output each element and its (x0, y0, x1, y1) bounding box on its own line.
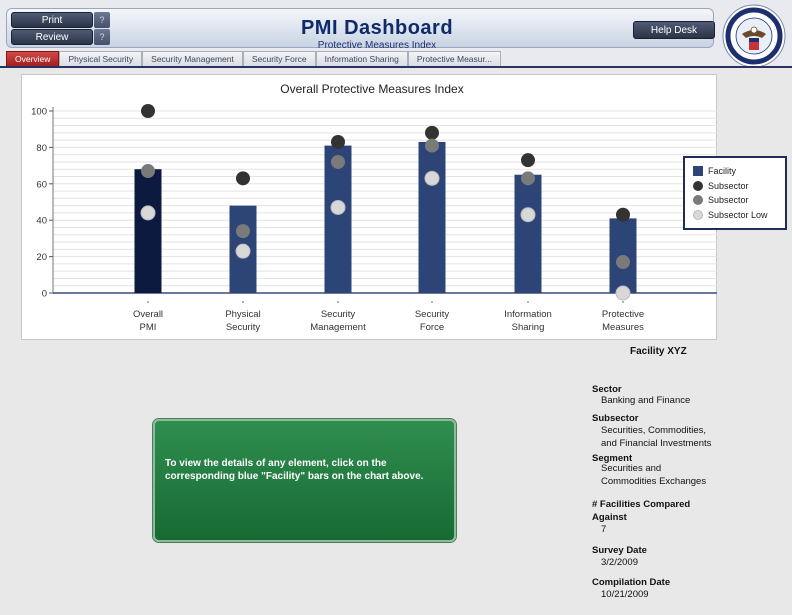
y-tick-label: 100 (31, 107, 47, 118)
segment-label: Segment (592, 453, 633, 464)
x-tick-label: Security (226, 322, 261, 333)
x-tick-label: Physical (225, 309, 260, 320)
tab-protective-measures[interactable]: Protective Measur... (407, 51, 501, 66)
subsector-swatch (693, 195, 703, 206)
facility-bar[interactable] (418, 141, 446, 293)
subsector-point (141, 164, 155, 179)
facility-bar[interactable] (134, 169, 162, 293)
review-button[interactable]: Review (11, 29, 93, 45)
subsector-low-point (235, 243, 251, 259)
subsector-low-point (424, 170, 440, 186)
legend-label: Subsector (708, 180, 749, 191)
segment-value-line2: Commodities Exchanges (601, 476, 707, 487)
subsector-high-point (236, 171, 250, 186)
x-tick-label: Information (504, 309, 552, 320)
facility-name: Facility XYZ (630, 346, 687, 357)
compared-label-line2: Against (592, 512, 627, 523)
x-tick-label: Sharing (512, 322, 545, 333)
subsector-point (331, 154, 345, 169)
x-tick-label: Force (420, 322, 444, 333)
subsector-high-point (521, 153, 535, 168)
subsector-value-line1: Securities, Commodities, (601, 425, 707, 436)
print-help-button[interactable]: ? (94, 12, 110, 28)
subsector-point (616, 255, 630, 270)
survey-date-label: Survey Date (592, 545, 647, 556)
help-desk-button[interactable]: Help Desk (633, 21, 715, 39)
dhs-seal-icon (722, 4, 786, 68)
sector-value: Banking and Finance (601, 395, 691, 406)
chart-title: Overall Protective Measures Index (280, 82, 463, 96)
compilation-date-label: Compilation Date (592, 577, 671, 588)
subsector-point (521, 171, 535, 186)
x-tick-label: Protective (602, 309, 644, 320)
legend-item-subsector-high: Subsector (693, 179, 785, 194)
segment-value-line1: Securities and (601, 463, 662, 474)
y-tick-label: 0 (42, 289, 47, 300)
print-button[interactable]: Print (11, 12, 93, 28)
compared-label-line1: # Facilities Compared (592, 499, 691, 510)
legend-label: Subsector Low (708, 209, 768, 220)
subsector-value-line2: and Financial Investments (601, 438, 712, 449)
subsector-high-swatch (693, 180, 703, 191)
compilation-date-value: 10/21/2009 (601, 589, 649, 600)
legend-item-facility: Facility (693, 164, 785, 179)
header-bar: Print ? Review ? PMI Dashboard Protectiv… (6, 8, 715, 51)
y-tick-label: 40 (36, 216, 47, 227)
subsector-low-point (140, 205, 156, 221)
legend-item-subsector-low: Subsector Low (693, 208, 785, 223)
y-tick-label: 20 (36, 252, 47, 263)
tab-security-force[interactable]: Security Force (242, 51, 316, 66)
x-tick-label: PMI (140, 322, 157, 333)
subsector-high-point (616, 207, 630, 222)
review-help-button[interactable]: ? (94, 29, 110, 45)
subsector-point (236, 224, 250, 239)
chart-legend: Facility Subsector Subsector Subsector L… (683, 156, 787, 230)
x-tick-label: Security (415, 309, 450, 320)
page-title: PMI Dashboard (300, 17, 454, 39)
x-tick-label: Security (321, 309, 356, 320)
instruction-text: To view the details of any element, clic… (165, 458, 424, 482)
tab-security-management[interactable]: Security Management (142, 51, 243, 66)
tab-overview[interactable]: Overview (6, 51, 60, 66)
tab-divider (0, 66, 792, 68)
sector-label: Sector (592, 384, 622, 395)
subsector-low-point (615, 285, 631, 301)
app-header: Print ? Review ? PMI Dashboard Protectiv… (0, 0, 792, 68)
tab-physical-security[interactable]: Physical Security (59, 51, 143, 66)
subsector-low-swatch (693, 209, 703, 220)
tab-information-sharing[interactable]: Information Sharing (315, 51, 408, 66)
y-tick-label: 80 (36, 143, 47, 154)
subsector-point (425, 138, 439, 153)
page-subtitle: Protective Measures Index (317, 40, 437, 51)
facility-swatch (693, 166, 703, 177)
tab-bar: Overview Physical Security Security Mana… (6, 51, 501, 67)
x-tick-label: Management (310, 322, 366, 333)
chart-panel: Overall Protective Measures Index 0 20 40 6… (21, 74, 717, 340)
legend-label: Subsector (708, 195, 749, 206)
legend-label: Facility (708, 166, 737, 177)
subsector-low-point (330, 199, 346, 215)
pmi-chart: Overall Protective Measures Index 0 20 40 6… (31, 82, 717, 333)
subsector-high-point (425, 125, 439, 140)
y-tick-label: 60 (36, 179, 47, 190)
subsector-low-point (520, 207, 536, 223)
legend-item-subsector: Subsector (693, 193, 785, 208)
survey-date-value: 3/2/2009 (601, 557, 638, 568)
subsector-high-point (141, 104, 155, 118)
x-tick-label: Overall (133, 309, 163, 320)
x-tick-label: Measures (602, 322, 644, 333)
facility-bar[interactable] (324, 145, 352, 293)
compared-value: 7 (601, 524, 607, 535)
subsector-label: Subsector (592, 413, 639, 424)
instruction-panel: To view the details of any element, clic… (153, 419, 456, 542)
facility-bar[interactable] (514, 174, 542, 293)
subsector-high-point (331, 134, 345, 149)
